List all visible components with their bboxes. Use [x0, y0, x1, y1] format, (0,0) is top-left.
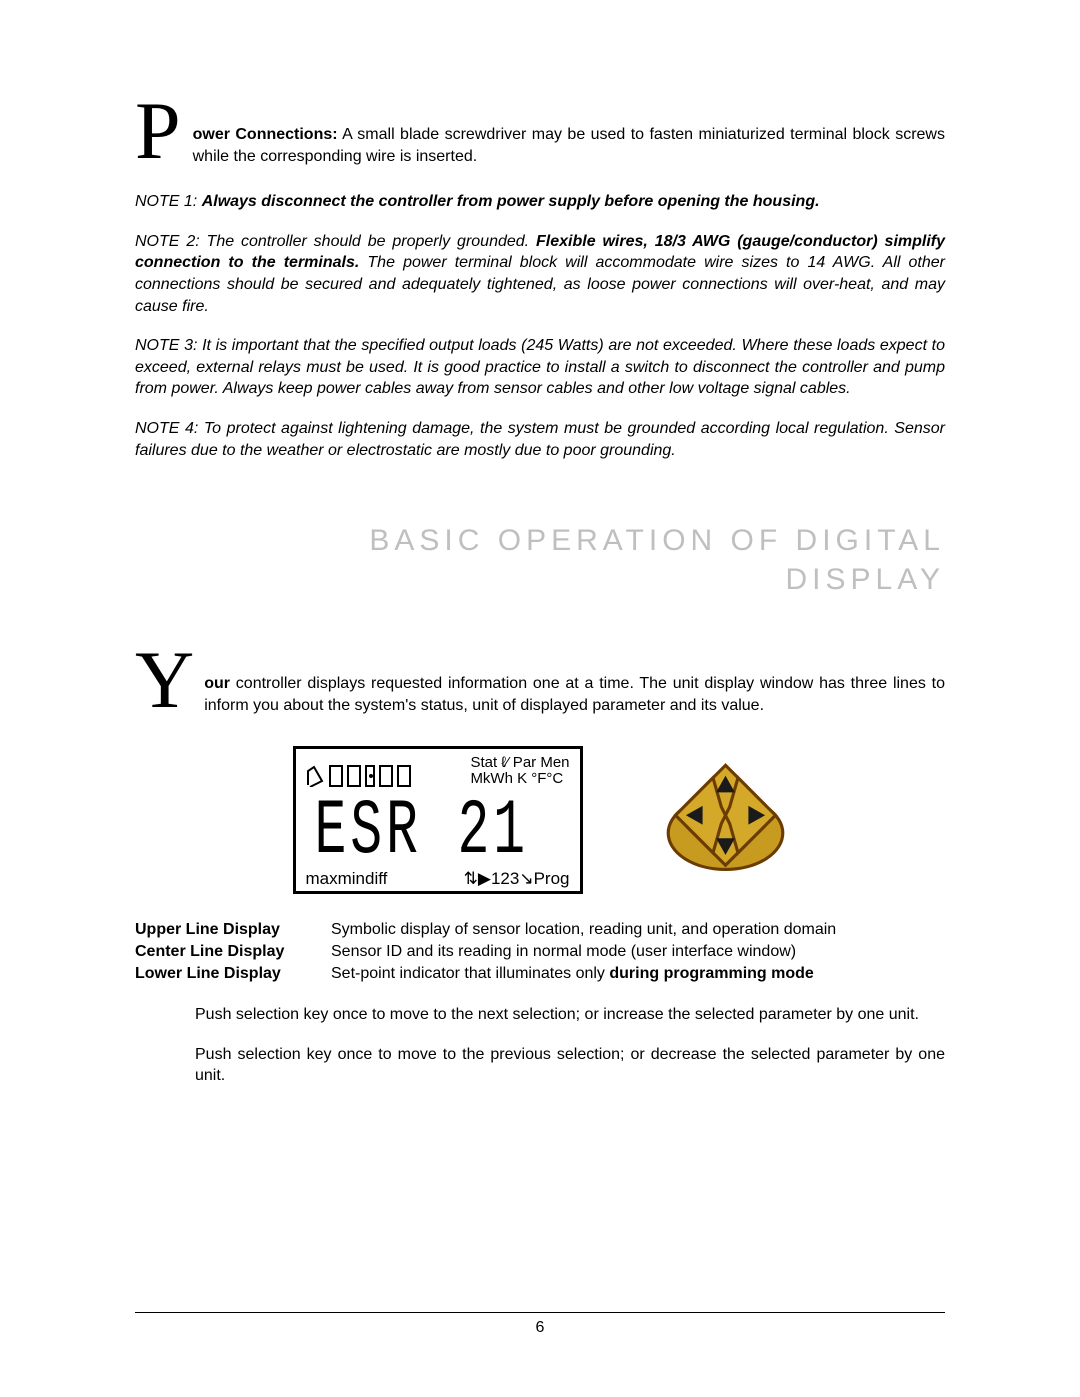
- next-selection-paragraph: Push selection key once to move to the n…: [195, 1004, 945, 1026]
- page-footer: 6: [135, 1312, 945, 1337]
- dpad-icon: [663, 758, 788, 883]
- lower-line-label: Lower Line Display: [135, 963, 331, 985]
- note-2-part1: NOTE 2: The controller should be properl…: [135, 233, 536, 250]
- lcd-box-icon: [329, 765, 343, 787]
- section-title-line1: BASIC OPERATION OF DIGITAL: [135, 521, 945, 560]
- note-4: NOTE 4: To protect against lightening da…: [135, 418, 945, 461]
- lcd-display: Stat ℓ⁄ Par Men MkWh K °F°C ESR 21 maxmi…: [293, 746, 583, 894]
- drop-cap-y: Y: [135, 649, 194, 711]
- lcd-top-r2: MkWh K °F°C: [470, 771, 569, 787]
- upper-line-label: Upper Line Display: [135, 919, 331, 941]
- note-1-bold: Always disconnect the controller from po…: [202, 193, 820, 210]
- drop-cap-p: P: [135, 100, 181, 162]
- note-3: NOTE 3: It is important that the specifi…: [135, 335, 945, 400]
- drop-cap-p-text: ower Connections: A small blade screwdri…: [193, 100, 945, 167]
- figure-row: Stat ℓ⁄ Par Men MkWh K °F°C ESR 21 maxmi…: [135, 746, 945, 894]
- lower-line-desc: Set-point indicator that illuminates onl…: [331, 963, 945, 985]
- pencil-icon: [306, 765, 326, 787]
- prev-selection-paragraph: Push selection key once to move to the p…: [195, 1044, 945, 1087]
- drop-cap-y-text: our controller displays requested inform…: [204, 649, 945, 716]
- page-number: 6: [536, 1319, 545, 1336]
- lcd-box-icon: [379, 765, 393, 787]
- table-row: Lower Line Display Set-point indicator t…: [135, 963, 945, 985]
- lcd-top-right-text: Stat ℓ⁄ Par Men MkWh K °F°C: [470, 755, 569, 787]
- your-bold: our: [204, 675, 230, 692]
- table-row: Upper Line Display Symbolic display of s…: [135, 919, 945, 941]
- your-body: controller displays requested informatio…: [204, 675, 945, 714]
- section-title: BASIC OPERATION OF DIGITAL DISPLAY: [135, 521, 945, 599]
- lower-line-desc-b: during programming mode: [609, 965, 813, 982]
- power-connections-paragraph: P ower Connections: A small blade screwd…: [135, 100, 945, 167]
- lcd-top-r1: Stat ℓ⁄ Par Men: [470, 755, 569, 771]
- note-1: NOTE 1: Always disconnect the controller…: [135, 191, 945, 213]
- center-line-label: Center Line Display: [135, 941, 331, 963]
- lower-line-desc-a: Set-point indicator that illuminates onl…: [331, 965, 609, 982]
- note-1-lead: NOTE 1:: [135, 193, 202, 210]
- display-line-descriptions: Upper Line Display Symbolic display of s…: [135, 919, 945, 984]
- lcd-center-line: ESR 21: [314, 786, 563, 876]
- lcd-box-icon: [347, 765, 361, 787]
- section-title-line2: DISPLAY: [135, 560, 945, 599]
- table-row: Center Line Display Sensor ID and its re…: [135, 941, 945, 963]
- direction-pad: [663, 758, 788, 883]
- center-line-desc: Sensor ID and its reading in normal mode…: [331, 941, 945, 963]
- lcd-box-icon: [365, 765, 375, 787]
- power-connections-label: ower Connections:: [193, 126, 338, 143]
- your-controller-paragraph: Y our controller displays requested info…: [135, 649, 945, 716]
- upper-line-desc: Symbolic display of sensor location, rea…: [331, 919, 945, 941]
- lcd-top-icons: [306, 765, 412, 787]
- note-2: NOTE 2: The controller should be properl…: [135, 231, 945, 317]
- lcd-box-icon: [397, 765, 411, 787]
